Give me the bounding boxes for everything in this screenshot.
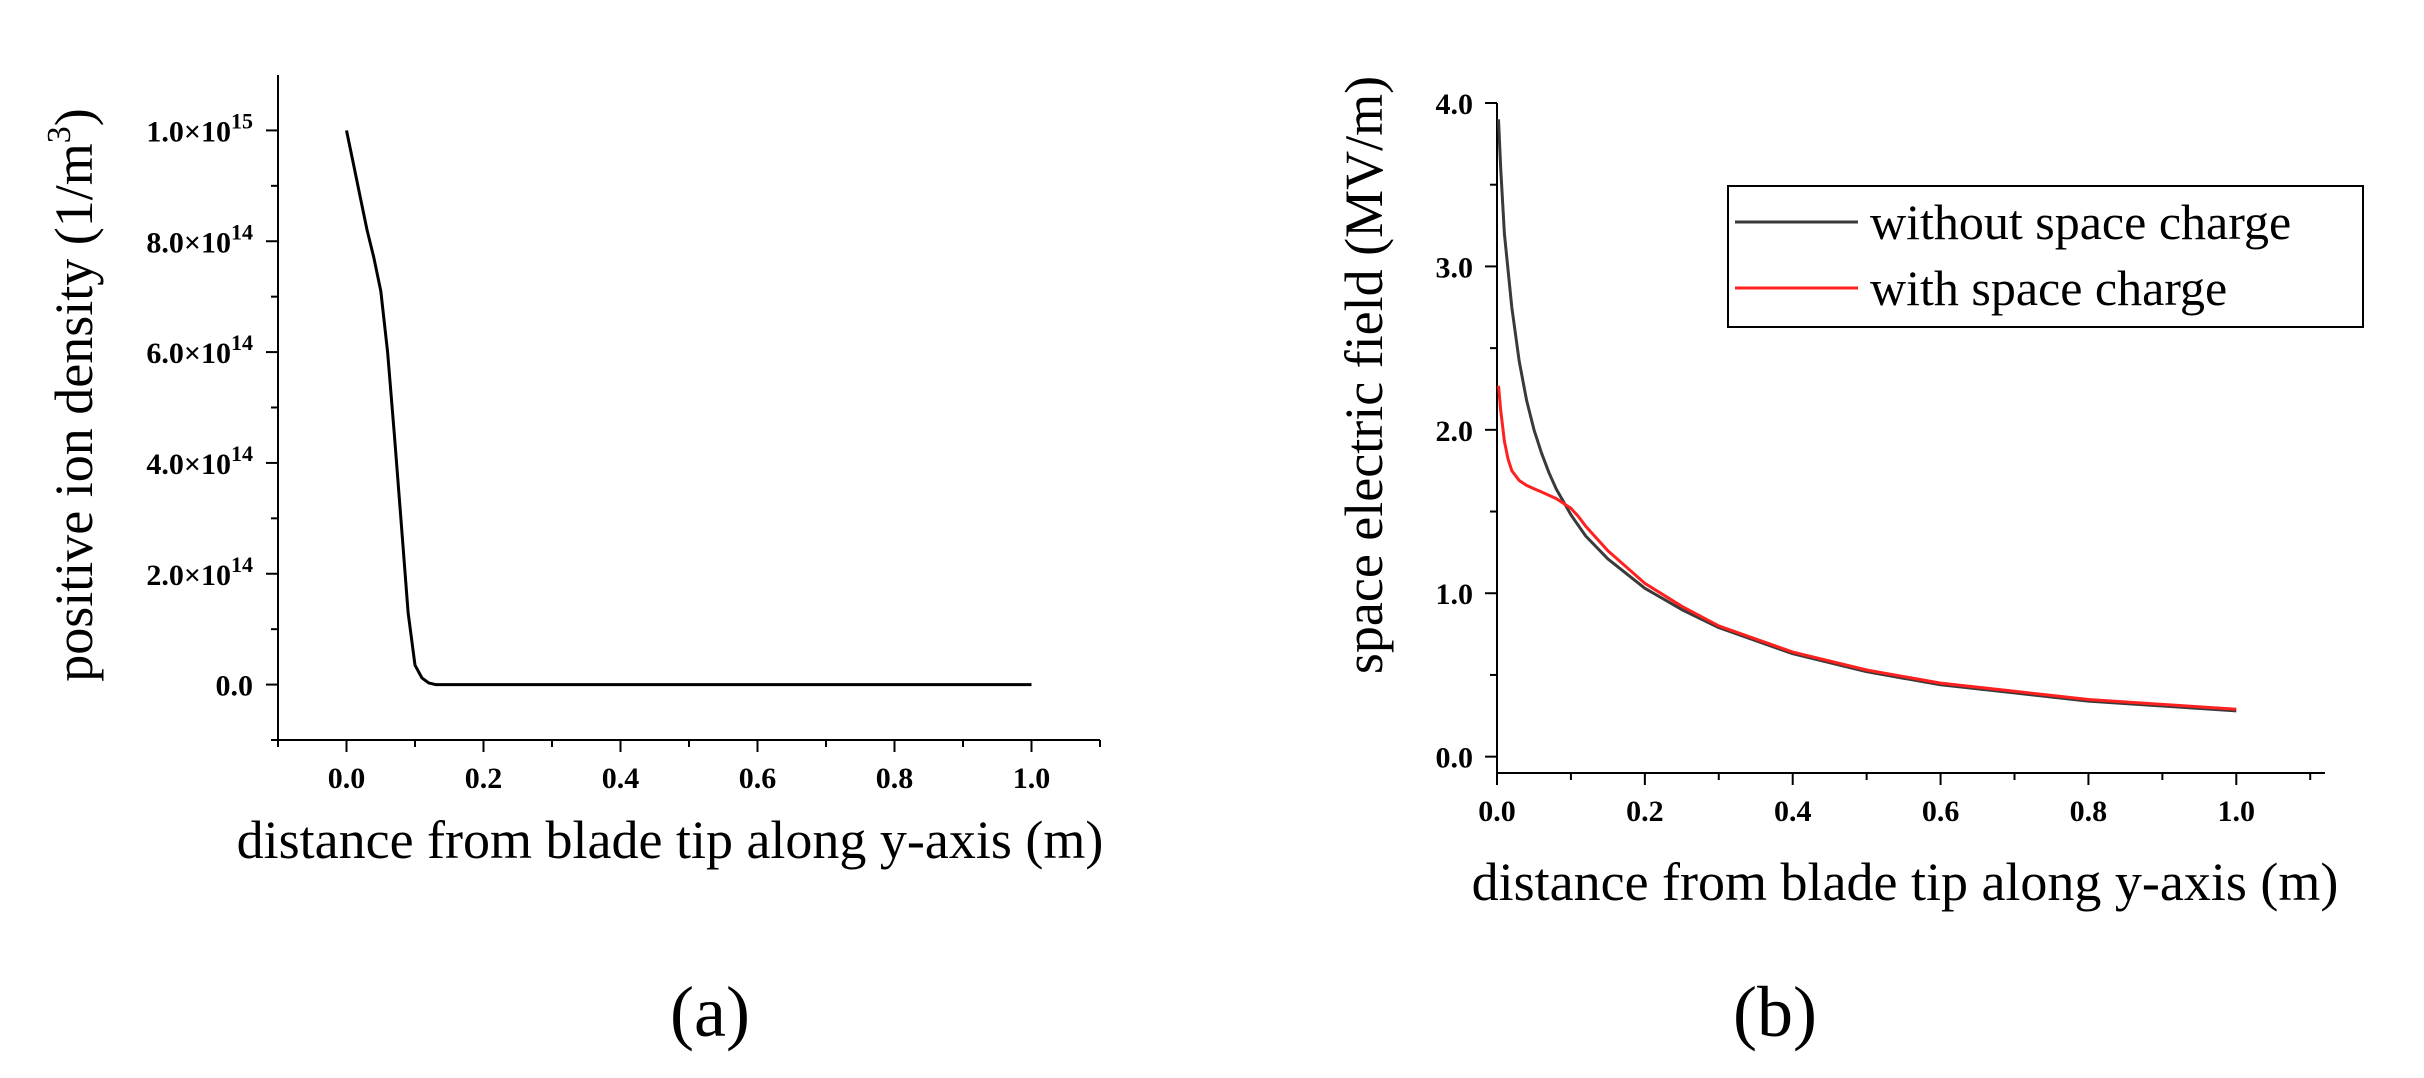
chart-a-x-tick-label: 1.0 [1013,762,1051,795]
chart-b-x-tick-label: 0.8 [2070,795,2108,828]
chart-b-ticks: 0.0 0.2 0.4 0.6 0.8 1.0 0.0 1.0 2.0 3.0 4.0 [1436,88,2312,828]
panel-label-b: (b) [1733,972,1817,1052]
chart-b-y-tick-label: 1.0 [1436,578,1474,611]
chart-panel-a: 0.0 0.2 0.4 0.6 0.8 1.0 0.0 2.0×1014 4.0×1014 6.0… [41,75,1103,1052]
chart-b-series-line-0 [1497,119,2237,713]
chart-b-y-tick-label: 4.0 [1436,88,1474,121]
chart-a-x-tick-label: 0.8 [876,762,914,795]
chart-a-y-tick-label: 6.0×1014 [146,330,253,370]
chart-b-x-tick-label: 0.4 [1774,795,1812,828]
chart-a-y-tick-label: 0.0 [216,670,254,703]
chart-b-series [1497,119,2237,713]
legend-label-without-space-charge: without space charge [1870,194,2291,250]
chart-b-legend: without space charge with space charge [1727,185,2364,328]
chart-b-x-tick-label: 0.6 [1922,795,1960,828]
chart-b-series-line-1 [1497,385,2237,711]
chart-a-y-tick-label: 2.0×1014 [146,552,253,592]
legend-label-with-space-charge: with space charge [1870,260,2227,316]
chart-a-y-tick-label: 1.0×1015 [146,108,253,148]
chart-a-x-axis-title: distance from blade tip along y-axis (m) [237,810,1104,870]
chart-b-x-axis-title: distance from blade tip along y-axis (m) [1472,852,2339,912]
chart-a-y-tick-label: 4.0×1014 [146,441,253,481]
panel-label-a: (a) [670,972,750,1052]
chart-panel-b: 0.0 0.2 0.4 0.6 0.8 1.0 0.0 1.0 2.0 3.0 4.0 distan… [1334,76,2364,1052]
chart-b-x-tick-label: 0.0 [1478,795,1516,828]
chart-b-axes [1496,103,2325,774]
chart-a-series [345,130,1032,687]
chart-b-y-axis-title: space electric field (MV/m) [1334,76,1394,674]
chart-a-series-line [345,130,1032,687]
chart-a-ticks: 0.0 0.2 0.4 0.6 0.8 1.0 0.0 2.0×1014 4.0×1014 6.0… [146,108,1101,795]
chart-a-x-tick-label: 0.0 [328,762,366,795]
chart-a-x-tick-label: 0.2 [465,762,503,795]
legend-box [1727,185,2364,328]
chart-b-y-tick-label: 0.0 [1436,742,1474,775]
chart-a-y-axis-title: positive ion density (1/m3) [41,108,104,681]
chart-b-y-tick-label: 2.0 [1436,415,1474,448]
chart-a-x-tick-label: 0.4 [602,762,640,795]
chart-a-axes [277,75,1100,741]
chart-b-y-tick-label: 3.0 [1436,251,1474,284]
chart-b-x-tick-label: 0.2 [1626,795,1664,828]
chart-a-x-tick-label: 0.6 [739,762,777,795]
chart-b-x-tick-label: 1.0 [2218,795,2256,828]
chart-a-y-tick-label: 8.0×1014 [146,219,253,259]
